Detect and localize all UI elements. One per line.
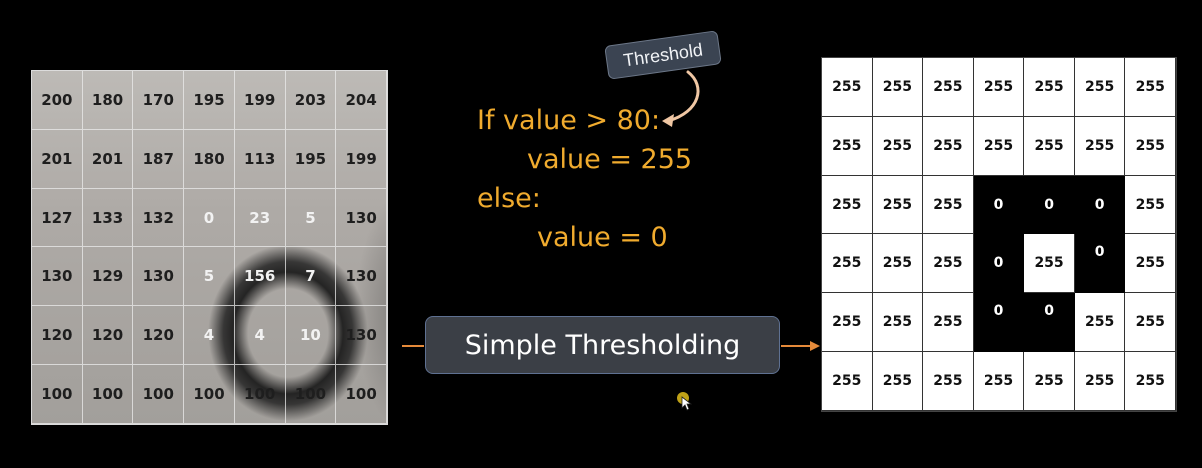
output-cell: 255 [872, 352, 924, 411]
input-cell: 0 [184, 188, 235, 248]
output-cell: 255 [872, 58, 924, 117]
output-cell: 0 [1074, 234, 1126, 294]
output-cell: 255 [822, 58, 873, 117]
input-cell: 199 [336, 129, 387, 189]
input-cell: 100 [336, 365, 387, 424]
input-pixel-grid: 200 180 170 195 199 203 204 201 201 187 180 113 195 1… [31, 70, 388, 425]
input-cell: 203 [285, 71, 337, 130]
output-cell: 255 [1074, 58, 1126, 117]
output-cell: 255 [973, 58, 1025, 117]
output-cell: 255 [1074, 293, 1126, 353]
output-cell: 255 [822, 175, 873, 235]
input-cell: 199 [234, 71, 286, 130]
input-cell: 4 [184, 306, 235, 366]
threshold-pointer-arrow [662, 70, 700, 127]
code-line-if: If value > 80: [477, 105, 661, 136]
output-cell: 255 [872, 293, 924, 353]
code-line-assign-255: value = 255 [527, 144, 693, 175]
input-cell: 180 [82, 71, 134, 130]
input-cell: 130 [336, 306, 387, 366]
input-cell: 100 [133, 365, 185, 424]
output-cell: 0 [973, 234, 1025, 294]
output-cell: 255 [1024, 352, 1075, 411]
input-connector-line [402, 345, 424, 347]
input-cell: 100 [234, 365, 286, 424]
output-cell: 255 [872, 116, 924, 176]
output-cell: 255 [1125, 175, 1176, 235]
output-cell: 255 [822, 234, 873, 294]
code-line-assign-0: value = 0 [537, 222, 668, 253]
input-cell: 5 [285, 188, 337, 248]
output-cell: 255 [872, 234, 924, 294]
input-cell: 100 [184, 365, 235, 424]
input-cell: 100 [32, 365, 83, 424]
input-cell: 201 [82, 129, 134, 189]
input-cell: 129 [82, 247, 134, 307]
input-cell: 120 [82, 306, 134, 366]
input-cell: 195 [285, 129, 337, 189]
code-line-else: else: [477, 183, 541, 214]
output-cell: 255 [1125, 293, 1176, 353]
input-cell: 120 [32, 306, 83, 366]
input-cell: 156 [234, 247, 286, 307]
output-connector-line [781, 345, 811, 347]
output-cell: 255 [923, 234, 974, 294]
input-cell: 100 [285, 365, 337, 424]
input-cell: 130 [336, 188, 387, 248]
output-cell: 255 [1125, 352, 1176, 411]
input-cell: 200 [32, 71, 83, 130]
output-cell: 0 [1024, 175, 1075, 235]
input-cell: 23 [234, 188, 286, 248]
output-cell: 0 [1074, 175, 1126, 235]
input-cell: 100 [82, 365, 134, 424]
input-cell: 130 [336, 247, 387, 307]
input-cell: 201 [32, 129, 83, 189]
input-cell: 187 [133, 129, 185, 189]
process-label: Simple Thresholding [464, 329, 741, 361]
input-cell: 180 [184, 129, 235, 189]
output-cell: 255 [1024, 234, 1075, 294]
output-cell: 255 [923, 352, 974, 411]
input-cell: 5 [184, 247, 235, 307]
input-cell: 195 [184, 71, 235, 130]
output-cell: 255 [923, 116, 974, 176]
input-cell: 127 [32, 188, 83, 248]
arrow-head-icon [810, 341, 820, 351]
output-cell: 255 [1125, 58, 1176, 117]
output-cell: 0 [973, 175, 1025, 235]
input-cell: 130 [32, 247, 83, 307]
output-cell: 255 [1024, 116, 1075, 176]
output-cell: 0 [973, 293, 1025, 353]
output-cell: 255 [923, 175, 974, 235]
output-cell: 255 [1074, 352, 1126, 411]
output-cell: 255 [822, 293, 873, 353]
input-cell: 132 [133, 188, 185, 248]
input-cell: 4 [234, 306, 286, 366]
output-cell: 255 [822, 352, 873, 411]
output-cell: 255 [822, 116, 873, 176]
simple-thresholding-box: Simple Thresholding [425, 316, 780, 374]
output-cell: 255 [1125, 234, 1176, 294]
input-cell: 7 [285, 247, 337, 307]
input-cell: 120 [133, 306, 185, 366]
output-cell: 255 [1074, 116, 1126, 176]
input-cell: 170 [133, 71, 185, 130]
output-cell: 255 [973, 352, 1025, 411]
output-cell: 255 [872, 175, 924, 235]
input-cell: 113 [234, 129, 286, 189]
input-cell: 204 [336, 71, 387, 130]
input-cell: 10 [285, 306, 337, 366]
output-cell: 255 [923, 293, 974, 353]
output-cell: 0 [1024, 293, 1075, 353]
output-cell: 255 [973, 116, 1025, 176]
output-binary-grid: 255 255 255 255 255 255 255 255 255 255 255 255 255 2… [821, 57, 1177, 412]
output-cell: 255 [923, 58, 974, 117]
input-cell: 130 [133, 247, 185, 307]
output-cell: 255 [1024, 58, 1075, 117]
input-cell: 133 [82, 188, 134, 248]
mouse-cursor-icon [677, 392, 693, 411]
output-cell: 255 [1125, 116, 1176, 176]
